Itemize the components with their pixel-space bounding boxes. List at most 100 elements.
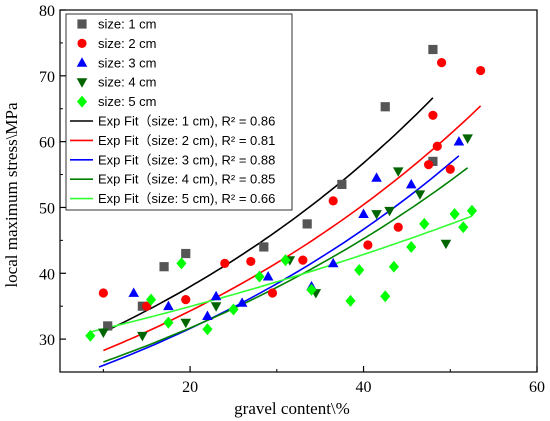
- data-point: [159, 262, 169, 272]
- data-point: [432, 141, 442, 151]
- legend-label: size: 4 cm: [98, 75, 157, 90]
- data-point: [363, 240, 373, 250]
- legend-label: Exp Fit（size: 1 cm), R² = 0.86: [98, 114, 275, 129]
- data-point: [414, 190, 426, 200]
- legend-marker: [76, 57, 88, 67]
- data-point: [202, 310, 213, 320]
- data-point: [345, 294, 356, 307]
- data-point: [302, 219, 312, 229]
- legend-marker: [77, 38, 87, 49]
- data-point: [210, 302, 222, 312]
- data-point: [327, 257, 339, 268]
- y-tick-label: 80: [39, 3, 55, 20]
- fit-curve: [103, 167, 469, 363]
- legend-marker: [77, 19, 87, 29]
- data-point: [163, 316, 174, 329]
- legend-label: Exp Fit（size: 3 cm), R² = 0.88: [98, 152, 275, 167]
- data-point: [259, 242, 269, 252]
- data-point: [380, 102, 390, 112]
- data-point: [128, 287, 140, 297]
- data-point: [298, 255, 308, 265]
- data-point: [262, 271, 274, 281]
- data-point: [98, 328, 109, 339]
- legend-label: Exp Fit（size: 4 cm), R² = 0.85: [98, 172, 275, 187]
- data-point: [354, 264, 365, 276]
- data-point: [220, 258, 230, 268]
- data-point: [280, 254, 291, 267]
- data-point: [306, 283, 317, 296]
- data-point: [163, 300, 174, 311]
- x-tick-label: 20: [182, 379, 198, 396]
- data-point: [371, 172, 382, 182]
- y-axis-title: local maximum stress\MPa: [2, 102, 21, 288]
- x-tick-label: 60: [529, 379, 545, 396]
- legend: size: 1 cm size: 2 cm size: 3 cm size: 4 cm…: [65, 13, 293, 211]
- data-point: [388, 260, 399, 273]
- y-tick-label: 50: [39, 200, 55, 217]
- data-point: [476, 65, 486, 76]
- data-point: [462, 134, 473, 144]
- y-tick-label: 30: [39, 332, 55, 349]
- data-point: [384, 206, 395, 217]
- y-tick-label: 40: [39, 266, 55, 283]
- legend-label: Exp Fit（size: 2 cm), R² = 0.81: [98, 133, 275, 148]
- legend-marker: [76, 95, 88, 108]
- data-point: [405, 178, 417, 189]
- legend-label: Exp Fit（size: 5 cm), R² = 0.66: [98, 191, 275, 206]
- data-point: [85, 329, 96, 342]
- data-point: [449, 208, 460, 221]
- data-point: [236, 297, 248, 307]
- data-point: [406, 240, 417, 253]
- y-tick-label: 70: [39, 69, 55, 86]
- legend-box: [65, 13, 293, 211]
- data-point: [453, 136, 465, 146]
- data-point: [328, 196, 338, 206]
- data-point: [371, 210, 382, 220]
- data-point: [98, 288, 108, 298]
- data-point: [440, 239, 452, 250]
- x-axis-title: gravel content\%: [234, 399, 350, 418]
- data-point: [181, 248, 191, 259]
- data-point: [202, 323, 213, 336]
- data-point: [380, 290, 391, 303]
- data-point: [428, 110, 438, 120]
- data-point: [428, 44, 438, 55]
- legend-label: size: 1 cm: [98, 17, 157, 32]
- data-point: [103, 321, 113, 331]
- data-point: [358, 208, 369, 218]
- data-point: [180, 318, 192, 329]
- data-point: [146, 293, 157, 306]
- fit-curve: [90, 215, 473, 333]
- legend-label: size: 2 cm: [98, 36, 157, 51]
- data-point: [176, 257, 187, 270]
- data-point: [254, 270, 265, 283]
- data-point: [246, 256, 256, 267]
- legend-marker: [76, 78, 88, 88]
- data-point: [466, 204, 478, 217]
- data-point: [210, 290, 222, 301]
- legend-label: size: 5 cm: [98, 94, 157, 109]
- axis-ticks: 20 40 60 30 40 50 60 70 80: [39, 3, 545, 396]
- data-point: [445, 164, 455, 174]
- data-point: [458, 221, 469, 234]
- data-point: [181, 295, 191, 305]
- fit-curve: [107, 97, 434, 331]
- data-point: [267, 288, 278, 298]
- data-points: [85, 44, 486, 342]
- data-point: [142, 301, 152, 311]
- legend-label: size: 3 cm: [98, 55, 157, 70]
- fit-curve: [98, 155, 460, 368]
- data-point: [228, 303, 239, 316]
- plot-frame: [59, 9, 538, 373]
- legend-items: size: 1 cm size: 2 cm size: 3 cm size: 4 cm…: [70, 17, 275, 206]
- data-point: [137, 331, 148, 342]
- data-point: [337, 179, 347, 190]
- data-point: [393, 222, 403, 232]
- data-point: [419, 217, 430, 230]
- data-point: [437, 58, 447, 68]
- y-tick-label: 60: [39, 135, 55, 152]
- data-point: [428, 156, 438, 166]
- data-point: [392, 167, 404, 177]
- data-point: [423, 160, 434, 170]
